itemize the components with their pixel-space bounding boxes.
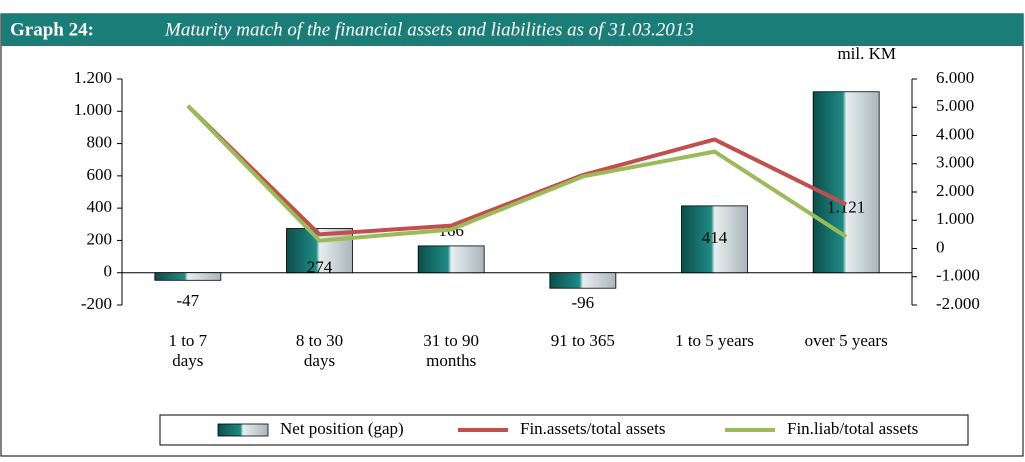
bar xyxy=(417,245,485,274)
x-tick-label: 8 to 30 days xyxy=(296,331,343,370)
y-tick-label: 1.200 xyxy=(74,68,112,87)
y2-tick-label: -1.000 xyxy=(936,266,980,285)
data-label: 274 xyxy=(307,258,333,277)
unit-label: mil. KM xyxy=(837,44,896,63)
y2-tick-label: 2.000 xyxy=(936,181,974,200)
chart-title: Maturity match of the financial assets a… xyxy=(164,19,694,40)
y-tick-label: 600 xyxy=(87,165,113,184)
y2-tick-label: 3.000 xyxy=(936,153,974,172)
y2-tick-label: -2.000 xyxy=(936,294,980,313)
y2-tick-label: 1.000 xyxy=(936,209,974,228)
bar xyxy=(681,205,748,274)
x-tick-line: 31 to 90 xyxy=(423,331,479,350)
data-label: -47 xyxy=(176,291,199,310)
x-tick-label: 91 to 365 xyxy=(551,331,615,350)
x-tick-line: over 5 years xyxy=(805,331,888,350)
y2-tick-label: 4.000 xyxy=(936,124,974,143)
data-label: 414 xyxy=(702,228,728,247)
line xyxy=(186,104,848,243)
x-tick-line: months xyxy=(426,351,476,370)
data-label: -96 xyxy=(571,293,594,312)
x-tick-label: 31 to 90 months xyxy=(423,331,479,370)
bar xyxy=(812,91,880,274)
y2-tick-label: 5.000 xyxy=(936,96,974,115)
y-tick-label: 400 xyxy=(87,197,113,216)
x-tick-label: over 5 years xyxy=(805,331,888,350)
y-tick-label: 0 xyxy=(104,262,113,281)
x-tick-line: 1 to 5 years xyxy=(675,331,754,350)
y2-tick-label: 6.000 xyxy=(936,68,974,87)
legend xyxy=(159,414,969,446)
y-tick-label: -200 xyxy=(81,294,112,313)
line xyxy=(186,104,848,237)
x-tick-line: 1 to 7 xyxy=(168,331,207,350)
bar xyxy=(154,272,222,281)
x-tick-line: 91 to 365 xyxy=(551,331,615,350)
x-tick-label: 1 to 5 years xyxy=(675,331,754,350)
x-tick-line: days xyxy=(172,351,203,370)
header xyxy=(1,14,1023,46)
y2-tick-label: 0 xyxy=(936,237,945,256)
y-tick-label: 800 xyxy=(87,132,113,151)
legend-label: Net position (gap) xyxy=(280,419,404,438)
legend-label: Fin.liab/total assets xyxy=(787,419,918,438)
data-label: 1.121 xyxy=(827,198,865,217)
x-tick-label: 1 to 7 days xyxy=(168,331,207,370)
y-tick-label: 1.000 xyxy=(74,100,112,119)
legend-swatch xyxy=(217,423,269,437)
bar xyxy=(549,272,617,289)
title-label: Graph 24: xyxy=(10,19,94,40)
x-tick-line: 8 to 30 xyxy=(296,331,343,350)
legend-label: Fin.assets/total assets xyxy=(520,419,665,438)
x-tick-line: days xyxy=(304,351,335,370)
y-tick-label: 200 xyxy=(87,229,113,248)
